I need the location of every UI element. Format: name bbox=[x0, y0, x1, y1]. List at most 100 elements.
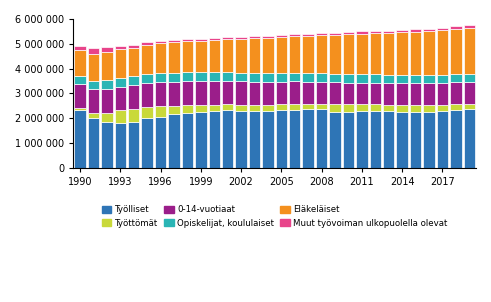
Bar bbox=[114, 49, 126, 78]
Bar bbox=[464, 74, 475, 82]
Bar bbox=[423, 31, 435, 75]
Bar bbox=[329, 33, 341, 35]
Bar bbox=[302, 73, 314, 82]
Bar bbox=[235, 111, 247, 168]
Bar bbox=[141, 118, 153, 168]
Bar bbox=[101, 52, 112, 80]
Bar bbox=[101, 122, 112, 168]
Bar bbox=[450, 82, 462, 104]
Bar bbox=[222, 81, 233, 104]
Bar bbox=[302, 109, 314, 168]
Bar bbox=[249, 104, 260, 111]
Bar bbox=[101, 47, 112, 52]
Bar bbox=[74, 108, 86, 111]
Bar bbox=[128, 47, 139, 76]
Bar bbox=[141, 45, 153, 74]
Bar bbox=[209, 81, 220, 104]
Bar bbox=[101, 80, 112, 89]
Bar bbox=[88, 48, 99, 54]
Bar bbox=[262, 82, 273, 104]
Bar bbox=[168, 82, 180, 105]
Bar bbox=[410, 29, 421, 32]
Bar bbox=[383, 75, 394, 83]
Bar bbox=[275, 104, 287, 111]
Bar bbox=[450, 26, 462, 29]
Bar bbox=[128, 45, 139, 47]
Bar bbox=[249, 111, 260, 168]
Bar bbox=[114, 123, 126, 168]
Bar bbox=[410, 75, 421, 83]
Bar bbox=[209, 111, 220, 168]
Bar bbox=[222, 72, 233, 81]
Bar bbox=[222, 104, 233, 110]
Bar bbox=[383, 31, 394, 33]
Bar bbox=[343, 32, 354, 34]
Bar bbox=[329, 35, 341, 74]
Bar bbox=[182, 113, 193, 168]
Bar bbox=[235, 72, 247, 81]
Bar bbox=[423, 75, 435, 83]
Bar bbox=[74, 50, 86, 76]
Bar bbox=[370, 111, 381, 168]
Bar bbox=[88, 81, 99, 89]
Bar bbox=[262, 104, 273, 111]
Bar bbox=[249, 73, 260, 82]
Bar bbox=[302, 104, 314, 109]
Bar bbox=[182, 81, 193, 105]
Bar bbox=[182, 39, 193, 41]
Bar bbox=[423, 83, 435, 105]
Bar bbox=[275, 82, 287, 104]
Bar bbox=[410, 32, 421, 75]
Bar bbox=[155, 117, 166, 168]
Bar bbox=[356, 34, 368, 74]
Bar bbox=[168, 40, 180, 42]
Bar bbox=[343, 112, 354, 168]
Bar bbox=[195, 81, 207, 105]
Bar bbox=[343, 74, 354, 82]
Bar bbox=[356, 111, 368, 168]
Bar bbox=[423, 105, 435, 112]
Bar bbox=[182, 105, 193, 113]
Bar bbox=[195, 39, 207, 40]
Bar bbox=[88, 89, 99, 113]
Bar bbox=[168, 42, 180, 73]
Bar bbox=[249, 38, 260, 73]
Bar bbox=[209, 72, 220, 81]
Bar bbox=[209, 37, 220, 40]
Bar bbox=[450, 110, 462, 168]
Bar bbox=[195, 40, 207, 72]
Bar bbox=[383, 105, 394, 111]
Bar bbox=[316, 33, 327, 35]
Bar bbox=[88, 113, 99, 118]
Bar bbox=[275, 111, 287, 168]
Bar bbox=[464, 28, 475, 74]
Bar bbox=[316, 35, 327, 73]
Bar bbox=[410, 105, 421, 112]
Bar bbox=[343, 82, 354, 104]
Bar bbox=[182, 72, 193, 81]
Bar bbox=[289, 104, 300, 110]
Bar bbox=[155, 43, 166, 73]
Bar bbox=[195, 105, 207, 112]
Bar bbox=[235, 39, 247, 72]
Bar bbox=[128, 76, 139, 85]
Bar bbox=[356, 82, 368, 104]
Bar bbox=[329, 74, 341, 82]
Bar bbox=[262, 73, 273, 82]
Bar bbox=[436, 31, 448, 75]
Bar bbox=[114, 87, 126, 111]
Bar bbox=[436, 75, 448, 83]
Bar bbox=[101, 89, 112, 113]
Bar bbox=[101, 113, 112, 122]
Bar bbox=[222, 110, 233, 168]
Bar bbox=[209, 40, 220, 72]
Bar bbox=[329, 104, 341, 112]
Bar bbox=[262, 111, 273, 168]
Bar bbox=[370, 74, 381, 83]
Bar bbox=[464, 109, 475, 168]
Bar bbox=[370, 33, 381, 74]
Bar bbox=[74, 111, 86, 168]
Bar bbox=[464, 25, 475, 28]
Bar bbox=[141, 43, 153, 45]
Bar bbox=[168, 73, 180, 82]
